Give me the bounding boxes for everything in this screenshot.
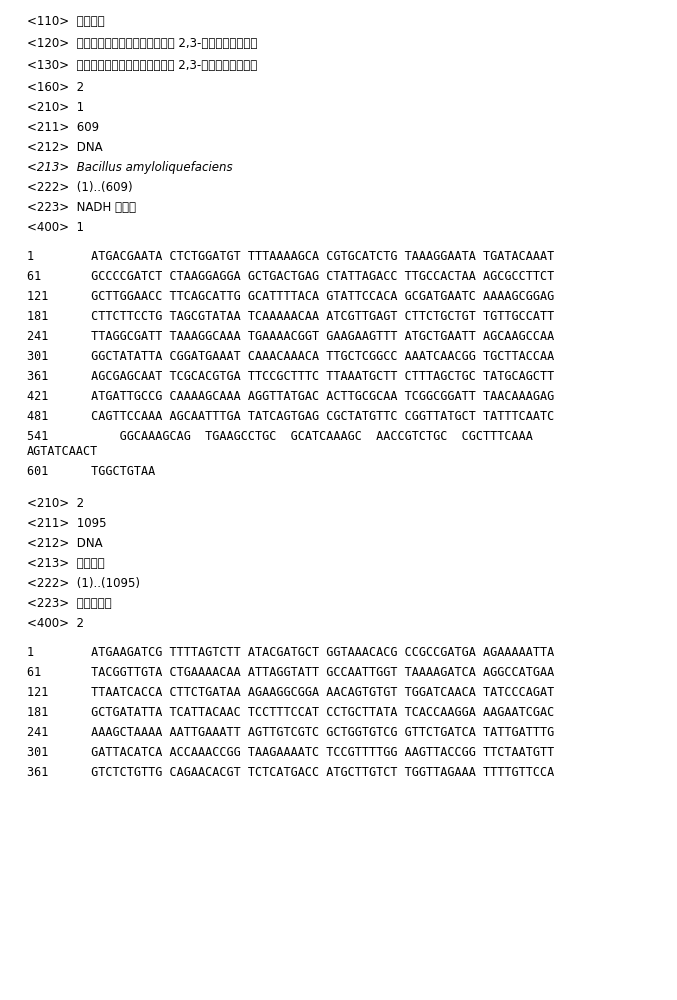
Text: 601      TGGCTGTAA: 601 TGGCTGTAA [27, 465, 155, 478]
Text: <120>  一种通过提高胞内辅酶水平加强 2,3-丁二醇合成的方法: <120> 一种通过提高胞内辅酶水平加强 2,3-丁二醇合成的方法 [27, 37, 257, 50]
Text: <222>  (1)..(1095): <222> (1)..(1095) [27, 577, 140, 590]
Text: <400>  2: <400> 2 [27, 617, 84, 630]
Text: <212>  DNA: <212> DNA [27, 141, 103, 154]
Text: <130>  一种通过提高胞内辅酶水平加强 2,3-丁二醇合成的方法: <130> 一种通过提高胞内辅酶水平加强 2,3-丁二醇合成的方法 [27, 59, 257, 72]
Text: 181      GCTGATATTA TCATTACAAC TCCTTTCCAT CCTGCTTATA TCACCAAGGA AAGAATCGAC: 181 GCTGATATTA TCATTACAAC TCCTTTCCAT CCT… [27, 706, 554, 719]
Text: 121      GCTTGGAACC TTCAGCATTG GCATTTTACA GTATTCCACA GCGATGAATC AAAAGCGGAG: 121 GCTTGGAACC TTCAGCATTG GCATTTTACA GTA… [27, 290, 554, 303]
Text: 541          GGCAAAGCAG  TGAAGCCTGC  GCATCAAAGC  AACCGTCTGC  CGCTTTCAAA: 541 GGCAAAGCAG TGAAGCCTGC GCATCAAAGC AAC… [27, 430, 533, 443]
Text: <210>  1: <210> 1 [27, 101, 84, 114]
Text: <211>  609: <211> 609 [27, 121, 100, 134]
Text: <210>  2: <210> 2 [27, 497, 84, 510]
Text: 1        ATGACGAATA CTCTGGATGT TTTAAAAGCA CGTGCATCTG TAAAGGAATA TGATACAAAT: 1 ATGACGAATA CTCTGGATGT TTTAAAAGCA CGTGC… [27, 250, 554, 263]
Text: 181      CTTCTTCCTG TAGCGTATAA TCAAAAACAA ATCGTTGAGT CTTCTGCTGT TGTTGCCATT: 181 CTTCTTCCTG TAGCGTATAA TCAAAAACAA ATC… [27, 310, 554, 323]
Text: 301      GGCTATATTA CGGATGAAAT CAAACAAACA TTGCTCGGCC AAATCAACGG TGCTTACCAA: 301 GGCTATATTA CGGATGAAAT CAAACAAACA TTG… [27, 350, 554, 363]
Text: <223>  甲酸脱氢酶: <223> 甲酸脱氢酶 [27, 597, 112, 610]
Text: 421      ATGATTGCCG CAAAAGCAAA AGGTTATGAC ACTTGCGCAA TCGGCGGATT TAACAAAGAG: 421 ATGATTGCCG CAAAAGCAAA AGGTTATGAC ACT… [27, 390, 554, 403]
Text: <160>  2: <160> 2 [27, 81, 84, 94]
Text: 61       TACGGTTGTA CTGAAAACAA ATTAGGTATT GCCAATTGGT TAAAAGATCA AGGCCATGAA: 61 TACGGTTGTA CTGAAAACAA ATTAGGTATT GCCA… [27, 666, 554, 679]
Text: <222>  (1)..(609): <222> (1)..(609) [27, 181, 133, 194]
Text: 361      GTCTCTGTTG CAGAACACGT TCTCATGACC ATGCTTGTCT TGGTTAGAAA TTTTGTTCCA: 361 GTCTCTGTTG CAGAACACGT TCTCATGACC ATG… [27, 766, 554, 779]
Text: 121      TTAATCACCA CTTCTGATAA AGAAGGCGGA AACAGTGTGT TGGATCAACA TATCCCAGAT: 121 TTAATCACCA CTTCTGATAA AGAAGGCGGA AAC… [27, 686, 554, 699]
Text: 241      TTAGGCGATT TAAAGGCAAA TGAAAACGGT GAAGAAGTTT ATGCTGAATT AGCAAGCCAA: 241 TTAGGCGATT TAAAGGCAAA TGAAAACGGT GAA… [27, 330, 554, 343]
Text: <213>  人工合成: <213> 人工合成 [27, 557, 105, 570]
Text: AGTATCAACT: AGTATCAACT [27, 445, 98, 458]
Text: <223>  NADH 氧化酶: <223> NADH 氧化酶 [27, 201, 136, 214]
Text: 361      AGCGAGCAAT TCGCACGTGA TTCCGCTTTC TTAAATGCTT CTTTAGCTGC TATGCAGCTT: 361 AGCGAGCAAT TCGCACGTGA TTCCGCTTTC TTA… [27, 370, 554, 383]
Text: 481      CAGTTCCAAA AGCAATTTGA TATCAGTGAG CGCTATGTTC CGGTTATGCT TATTTCAATC: 481 CAGTTCCAAA AGCAATTTGA TATCAGTGAG CGC… [27, 410, 554, 423]
Text: 241      AAAGCTAAAA AATTGAAATT AGTTGTCGTC GCTGGTGTCG GTTCTGATCA TATTGATTTG: 241 AAAGCTAAAA AATTGAAATT AGTTGTCGTC GCT… [27, 726, 554, 739]
Text: <212>  DNA: <212> DNA [27, 537, 103, 550]
Text: 301      GATTACATCA ACCAAACCGG TAAGAAAATC TCCGTTTTGG AAGTTACCGG TTCTAATGTT: 301 GATTACATCA ACCAAACCGG TAAGAAAATC TCC… [27, 746, 554, 759]
Text: <110>  江南大学: <110> 江南大学 [27, 15, 105, 28]
Text: 61       GCCCCGATCT CTAAGGAGGA GCTGACTGAG CTATTAGACC TTGCCACTAA AGCGCCTTCT: 61 GCCCCGATCT CTAAGGAGGA GCTGACTGAG CTAT… [27, 270, 554, 283]
Text: <211>  1095: <211> 1095 [27, 517, 106, 530]
Text: 1        ATGAAGATCG TTTTAGTCTT ATACGATGCT GGTAAACACG CCGCCGATGA AGAAAAATTA: 1 ATGAAGATCG TTTTAGTCTT ATACGATGCT GGTAA… [27, 646, 554, 659]
Text: <213>  Bacillus amyloliquefaciens: <213> Bacillus amyloliquefaciens [27, 161, 233, 174]
Text: <400>  1: <400> 1 [27, 221, 84, 234]
